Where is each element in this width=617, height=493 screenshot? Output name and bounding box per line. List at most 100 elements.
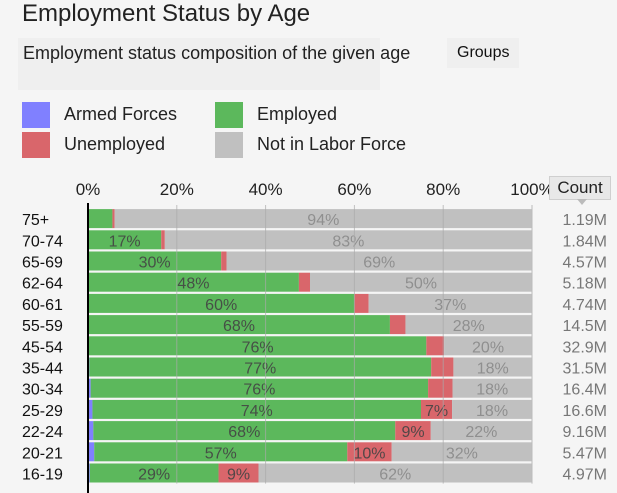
bar-data-label: 60% xyxy=(205,297,237,314)
bar-data-label: 37% xyxy=(434,297,466,314)
count-label: 1.84M xyxy=(563,233,607,250)
category-label: 70-74 xyxy=(22,233,63,250)
bar-data-label: 77% xyxy=(244,361,276,378)
count-label: 5.18M xyxy=(563,276,607,293)
x-tick-label: 100% xyxy=(510,180,553,199)
bar-data-label: 76% xyxy=(242,339,274,356)
bar-data-label: 29% xyxy=(138,467,170,484)
count-label: 4.57M xyxy=(563,255,607,272)
bar-unemployed xyxy=(112,209,115,229)
bar-not-in-labor-force xyxy=(114,209,532,229)
bar-data-label: 69% xyxy=(363,255,395,272)
count-label: 9.16M xyxy=(563,424,607,441)
bar-employed xyxy=(88,336,427,356)
subtitle-groups-tag: Groups xyxy=(447,38,520,68)
bar-armed-forces xyxy=(88,378,91,398)
bar-data-label: 94% xyxy=(307,212,339,229)
bar-data-label: 18% xyxy=(476,382,508,399)
bar-armed-forces xyxy=(88,442,95,462)
bar-data-label: 68% xyxy=(228,424,260,441)
legend-swatch-not-in-labor-force xyxy=(215,132,243,158)
bar-data-label: 62% xyxy=(379,467,411,484)
bar-unemployed xyxy=(161,230,165,250)
category-label: 65-69 xyxy=(22,255,63,272)
count-column-header[interactable]: Count xyxy=(549,176,611,205)
bar-data-label: 18% xyxy=(476,403,508,420)
bar-unemployed xyxy=(221,251,227,271)
bar-not-in-labor-force xyxy=(368,293,532,313)
bar-data-label: 7% xyxy=(425,403,448,420)
bar-employed xyxy=(88,272,299,292)
subtitle-background xyxy=(18,38,380,90)
legend-label-armed-forces: Armed Forces xyxy=(64,104,178,124)
category-label: 55-59 xyxy=(22,318,63,335)
legend-swatch-unemployed xyxy=(22,132,50,158)
count-label: 31.5M xyxy=(563,361,607,378)
count-label: 16.6M xyxy=(563,403,607,420)
x-tick-label: 80% xyxy=(426,180,460,199)
legend-label-unemployed: Unemployed xyxy=(64,134,166,154)
bar-not-in-labor-force xyxy=(258,463,532,483)
bar-employed xyxy=(89,357,432,377)
bar-data-label: 17% xyxy=(109,233,141,250)
bar-unemployed xyxy=(218,463,259,483)
bar-employed xyxy=(88,251,222,271)
bar-data-label: 57% xyxy=(205,445,237,462)
bar-data-label: 20% xyxy=(472,339,504,356)
bar-data-label: 76% xyxy=(243,382,275,399)
bar-unemployed xyxy=(298,272,310,292)
bar-unemployed xyxy=(426,336,445,356)
bar-not-in-labor-force xyxy=(453,357,532,377)
bar-data-label: 74% xyxy=(241,403,273,420)
bar-data-label: 30% xyxy=(139,255,171,272)
bar-not-in-labor-force xyxy=(430,421,532,441)
bar-unemployed xyxy=(428,378,453,398)
bar-data-label: 68% xyxy=(223,318,255,335)
bar-not-in-labor-force xyxy=(444,336,532,356)
bar-data-label: 18% xyxy=(477,361,509,378)
legend-swatch-armed-forces xyxy=(22,102,50,128)
bar-employed xyxy=(88,230,162,250)
bar-not-in-labor-force xyxy=(405,315,532,335)
legend-label-not-in-labor-force: Not in Labor Force xyxy=(257,134,407,154)
bar-unemployed xyxy=(389,315,406,335)
category-label: 62-64 xyxy=(22,276,63,293)
bar-employed xyxy=(94,442,348,462)
category-label: 25-29 xyxy=(22,403,63,420)
bar-unemployed xyxy=(431,357,454,377)
bar-data-label: 9% xyxy=(227,467,250,484)
bar-data-label: 50% xyxy=(405,276,437,293)
category-label: 35-44 xyxy=(22,361,63,378)
category-label: 30-34 xyxy=(22,382,63,399)
bar-not-in-labor-force xyxy=(226,251,532,271)
chart-title: Employment Status by Age xyxy=(22,0,311,27)
legend-label-employed: Employed xyxy=(257,104,338,124)
legend-swatch-employed xyxy=(215,102,243,128)
bar-armed-forces xyxy=(88,421,94,441)
count-label: 4.97M xyxy=(563,467,607,484)
bar-employed xyxy=(88,209,113,229)
count-label: 5.47M xyxy=(563,445,607,462)
bar-employed xyxy=(88,315,390,335)
bar-employed xyxy=(88,293,355,313)
category-label: 75+ xyxy=(22,212,49,229)
count-label: 16.4M xyxy=(563,382,607,399)
x-tick-label: 40% xyxy=(249,180,283,199)
x-tick-label: 0% xyxy=(76,180,101,199)
category-label: 20-21 xyxy=(22,445,63,462)
category-label: 45-54 xyxy=(22,339,63,356)
bar-data-label: 32% xyxy=(446,445,478,462)
count-label: 1.19M xyxy=(563,212,607,229)
bar-data-label: 28% xyxy=(453,318,485,335)
category-label: 22-24 xyxy=(22,424,63,441)
bar-data-label: 22% xyxy=(465,424,497,441)
bar-not-in-labor-force xyxy=(310,272,532,292)
bar-data-label: 9% xyxy=(401,424,424,441)
bar-data-label: 10% xyxy=(353,445,385,462)
category-label: 60-61 xyxy=(22,297,63,314)
bar-unemployed xyxy=(421,399,453,419)
category-label: 16-19 xyxy=(22,467,63,484)
bar-not-in-labor-force xyxy=(391,442,532,462)
bar-unemployed xyxy=(347,442,392,462)
